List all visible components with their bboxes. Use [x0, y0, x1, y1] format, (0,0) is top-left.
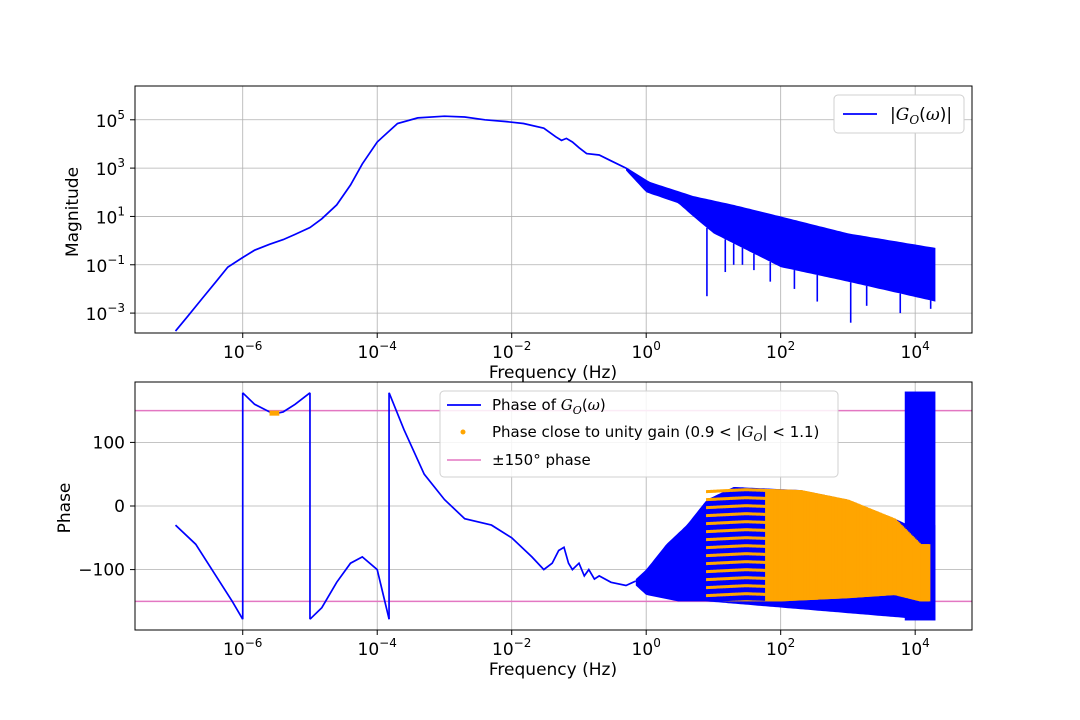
phase-legend-swatch-unity	[460, 429, 466, 435]
magnitude-x-tick-label: 10−4	[358, 339, 397, 363]
magnitude-y-tick-label: 10−3	[86, 301, 125, 325]
magnitude-panel: 10−6 10−4 10−2 100 102 104 10−310−1101103105 …	[63, 85, 973, 383]
magnitude-x-tick-label: 100	[632, 339, 661, 363]
magnitude-series-line	[174, 115, 708, 332]
magnitude-oscillation-band	[626, 168, 936, 302]
magnitude-y-tick-label: 101	[96, 204, 125, 228]
phase-x-tick-label: 10−2	[492, 636, 531, 660]
magnitude-legend: |GO(ω)|	[833, 94, 965, 134]
phase-panel: 10−6 10−4 10−2 100 102 104 −100 0 100 Frequency…	[55, 381, 973, 680]
phase-y-tick-label: −100	[78, 561, 125, 581]
phase-legend-label-hline: ±150° phase	[492, 451, 591, 469]
magnitude-x-tick-label: 104	[901, 339, 930, 363]
phase-x-tick-label: 102	[766, 636, 795, 660]
phase-x-tick-label: 10−4	[358, 636, 397, 660]
phase-y-tick-label: 0	[114, 497, 125, 517]
phase-x-tick-label: 100	[632, 636, 661, 660]
phase-legend: Phase of GO(ω) Phase close to unity gain…	[439, 390, 839, 478]
magnitude-y-axis-label: Magnitude	[63, 167, 83, 257]
magnitude-y-tick-label: 105	[96, 108, 125, 132]
phase-legend-label-unity: Phase close to unity gain (0.9 < |GO| < …	[492, 423, 819, 444]
magnitude-y-tick-label: 10−1	[86, 253, 125, 277]
phase-series-lines	[174, 392, 637, 620]
magnitude-x-axis-label: Frequency (Hz)	[489, 363, 617, 383]
magnitude-x-ticks: 10−6 10−4 10−2 100 102 104	[223, 333, 930, 363]
magnitude-dips	[706, 227, 932, 323]
magnitude-y-ticks: 10−3 10−1 101 103 105	[86, 108, 135, 325]
magnitude-x-tick-label: 102	[766, 339, 795, 363]
phase-series-segment	[388, 392, 637, 587]
phase-x-ticks: 10−6 10−4 10−2 100 102 104	[223, 630, 930, 660]
magnitude-x-tick-label: 10−6	[223, 339, 262, 363]
unity-gain-points	[706, 488, 931, 602]
phase-y-ticks: −100 0 100	[78, 433, 135, 581]
phase-x-tick-label: 104	[901, 636, 930, 660]
phase-y-tick-label: 100	[93, 433, 125, 453]
magnitude-y-tick-label: 103	[96, 156, 125, 180]
phase-x-axis-label: Frequency (Hz)	[489, 660, 617, 680]
magnitude-axes-frame	[134, 85, 973, 334]
magnitude-plot-area	[174, 115, 936, 332]
phase-series-segment	[309, 555, 390, 620]
phase-plot-area	[135, 391, 972, 621]
phase-series-segment	[174, 524, 244, 620]
phase-x-tick-label: 10−6	[223, 636, 262, 660]
magnitude-legend-label: |GO(ω)|	[890, 105, 952, 127]
phase-y-axis-label: Phase	[55, 483, 75, 534]
phase-legend-label-series: Phase of GO(ω)	[492, 396, 606, 417]
magnitude-x-tick-label: 10−2	[492, 339, 531, 363]
